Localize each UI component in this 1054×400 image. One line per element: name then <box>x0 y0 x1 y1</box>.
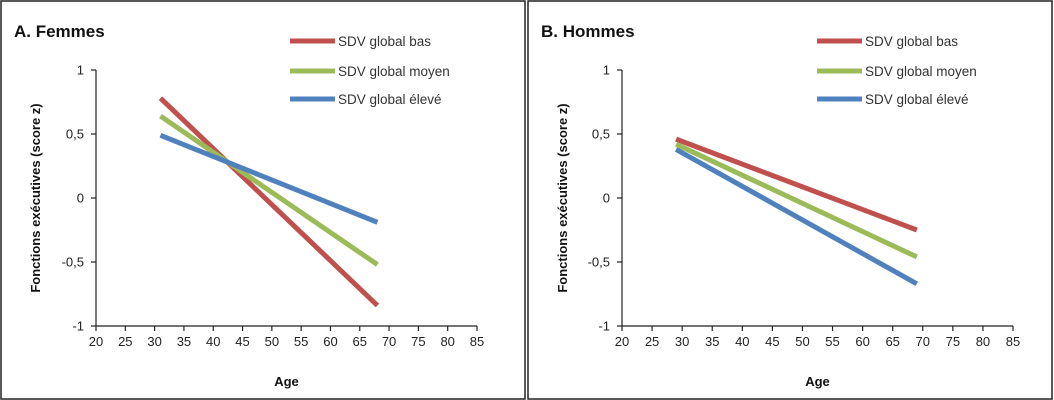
x-ticks: 20 25 30 35 40 45 50 55 60 65 70 75 80 85 <box>89 326 484 349</box>
series-group <box>674 136 919 286</box>
panel-title: A. Femmes <box>14 22 105 41</box>
y-tick-label: -0,5 <box>62 255 84 270</box>
series-group <box>158 96 380 308</box>
x-tick-label: 30 <box>675 334 689 349</box>
x-tick-label: 40 <box>735 334 749 349</box>
y-tick-label: -1 <box>72 319 84 334</box>
y-tick-label: -0,5 <box>588 255 610 270</box>
x-tick-label: 45 <box>235 334 249 349</box>
legend-label: SDV global bas <box>865 34 958 49</box>
x-tick-label: 20 <box>89 334 103 349</box>
y-ticks: -1 -0,5 0 0,5 1 <box>62 63 96 334</box>
y-axis-title: Fonctions exécutives (score z) <box>28 103 43 292</box>
x-tick-label: 40 <box>206 334 220 349</box>
panel-femmes: A. Femmes SDV global bas SDV global moyen… <box>0 0 526 400</box>
series-line-3 <box>159 132 379 225</box>
y-tick-label: 0,5 <box>66 127 84 142</box>
x-tick-label: 35 <box>705 334 719 349</box>
x-tick-label: 75 <box>411 334 425 349</box>
legend-label: SDV global élevé <box>865 92 969 107</box>
x-tick-label: 85 <box>1006 334 1020 349</box>
series-line-3 <box>674 147 919 286</box>
legend-label: SDV global moyen <box>338 64 450 79</box>
chart-hommes: B. Hommes SDV global bas SDV global moyen… <box>527 0 1053 400</box>
chart-femmes: A. Femmes SDV global bas SDV global moyen… <box>0 0 526 400</box>
x-tick-label: 55 <box>825 334 839 349</box>
series-line-2 <box>159 114 379 267</box>
y-tick-label: 0 <box>603 191 610 206</box>
y-axis-title: Fonctions exécutives (score z) <box>555 103 570 292</box>
x-ticks: 20 25 30 35 40 45 50 55 60 65 70 75 80 85 <box>615 326 1020 349</box>
x-axis-title: Age <box>274 374 299 389</box>
x-tick-label: 45 <box>765 334 779 349</box>
x-tick-label: 65 <box>885 334 899 349</box>
series-line-1 <box>675 136 918 233</box>
x-tick-label: 20 <box>615 334 629 349</box>
x-tick-label: 60 <box>855 334 869 349</box>
legend-label: SDV global bas <box>338 34 431 49</box>
x-tick-label: 25 <box>645 334 659 349</box>
x-tick-label: 65 <box>353 334 367 349</box>
legend: SDV global bas SDV global moyen SDV global… <box>817 34 977 107</box>
panel-hommes: B. Hommes SDV global bas SDV global moyen… <box>527 0 1053 400</box>
x-tick-label: 85 <box>470 334 484 349</box>
x-tick-label: 50 <box>265 334 279 349</box>
x-axis-title: Age <box>805 374 830 389</box>
legend-label: SDV global élevé <box>338 92 442 107</box>
x-tick-label: 30 <box>147 334 161 349</box>
legend: SDV global bas SDV global moyen SDV global… <box>290 34 450 107</box>
panel-frame <box>527 0 1053 400</box>
y-tick-label: 1 <box>77 63 84 78</box>
x-tick-label: 80 <box>976 334 990 349</box>
x-tick-label: 60 <box>323 334 337 349</box>
x-tick-label: 80 <box>440 334 454 349</box>
y-tick-label: 1 <box>603 63 610 78</box>
y-tick-label: 0,5 <box>592 127 610 142</box>
y-ticks: -1 -0,5 0 0,5 1 <box>588 63 622 334</box>
x-tick-label: 25 <box>118 334 132 349</box>
panel-frame <box>0 0 526 400</box>
legend-label: SDV global moyen <box>865 64 977 79</box>
x-tick-label: 50 <box>795 334 809 349</box>
x-tick-label: 75 <box>946 334 960 349</box>
x-tick-label: 70 <box>916 334 930 349</box>
panel-title: B. Hommes <box>541 22 635 41</box>
series-line-1 <box>158 96 380 308</box>
y-tick-label: -1 <box>598 319 610 334</box>
x-tick-label: 55 <box>294 334 308 349</box>
x-tick-label: 70 <box>382 334 396 349</box>
x-tick-label: 35 <box>177 334 191 349</box>
series-line-2 <box>675 141 918 260</box>
y-tick-label: 0 <box>77 191 84 206</box>
